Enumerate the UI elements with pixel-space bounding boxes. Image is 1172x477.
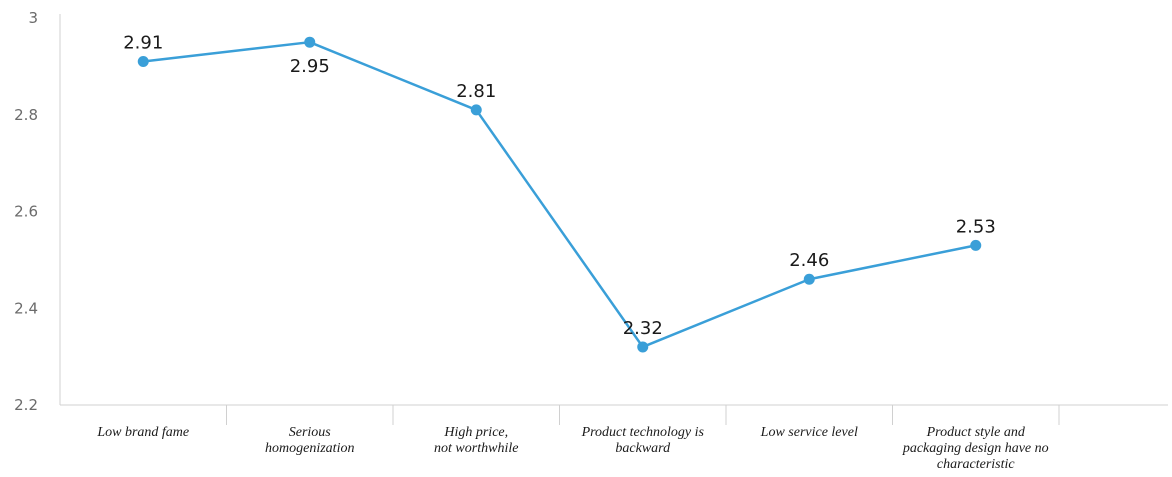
- x-category-label: High price, not worthwhile: [434, 425, 518, 456]
- data-label: 2.53: [956, 216, 996, 237]
- data-point: [637, 341, 649, 353]
- data-point: [304, 36, 316, 48]
- chart-axes: [59, 14, 1168, 425]
- y-axis-ticks: 2.2 2.4 2.6 2.8 3: [14, 9, 38, 414]
- x-category-label: Product technology is backward: [581, 425, 705, 456]
- series-line-group: [137, 36, 982, 353]
- x-axis-labels: Low brand fame Serious homogenization High …: [96, 425, 1048, 472]
- data-point: [470, 104, 482, 116]
- data-label: 2.81: [456, 81, 496, 102]
- y-tick-label: 2.2: [14, 396, 38, 414]
- data-label: 2.32: [623, 318, 663, 339]
- x-category-label: Low brand fame: [96, 425, 189, 440]
- y-tick-label: 3: [28, 9, 38, 27]
- data-label: 2.91: [123, 33, 163, 54]
- y-tick-label: 2.4: [14, 299, 38, 317]
- data-labels: 2.91 2.95 2.81 2.32 2.46 2.53: [123, 33, 996, 339]
- data-point: [970, 239, 982, 251]
- y-tick-label: 2.8: [14, 106, 38, 124]
- data-point: [803, 273, 815, 285]
- data-label: 2.95: [290, 56, 330, 77]
- x-category-label: Low service level: [760, 425, 858, 440]
- x-category-label: Serious homogenization: [265, 425, 354, 456]
- series-line: [143, 40, 976, 349]
- data-point: [137, 56, 149, 68]
- data-label: 2.46: [789, 250, 829, 271]
- x-category-label: Product style and packaging design have n…: [902, 425, 1049, 472]
- y-tick-label: 2.6: [14, 203, 38, 221]
